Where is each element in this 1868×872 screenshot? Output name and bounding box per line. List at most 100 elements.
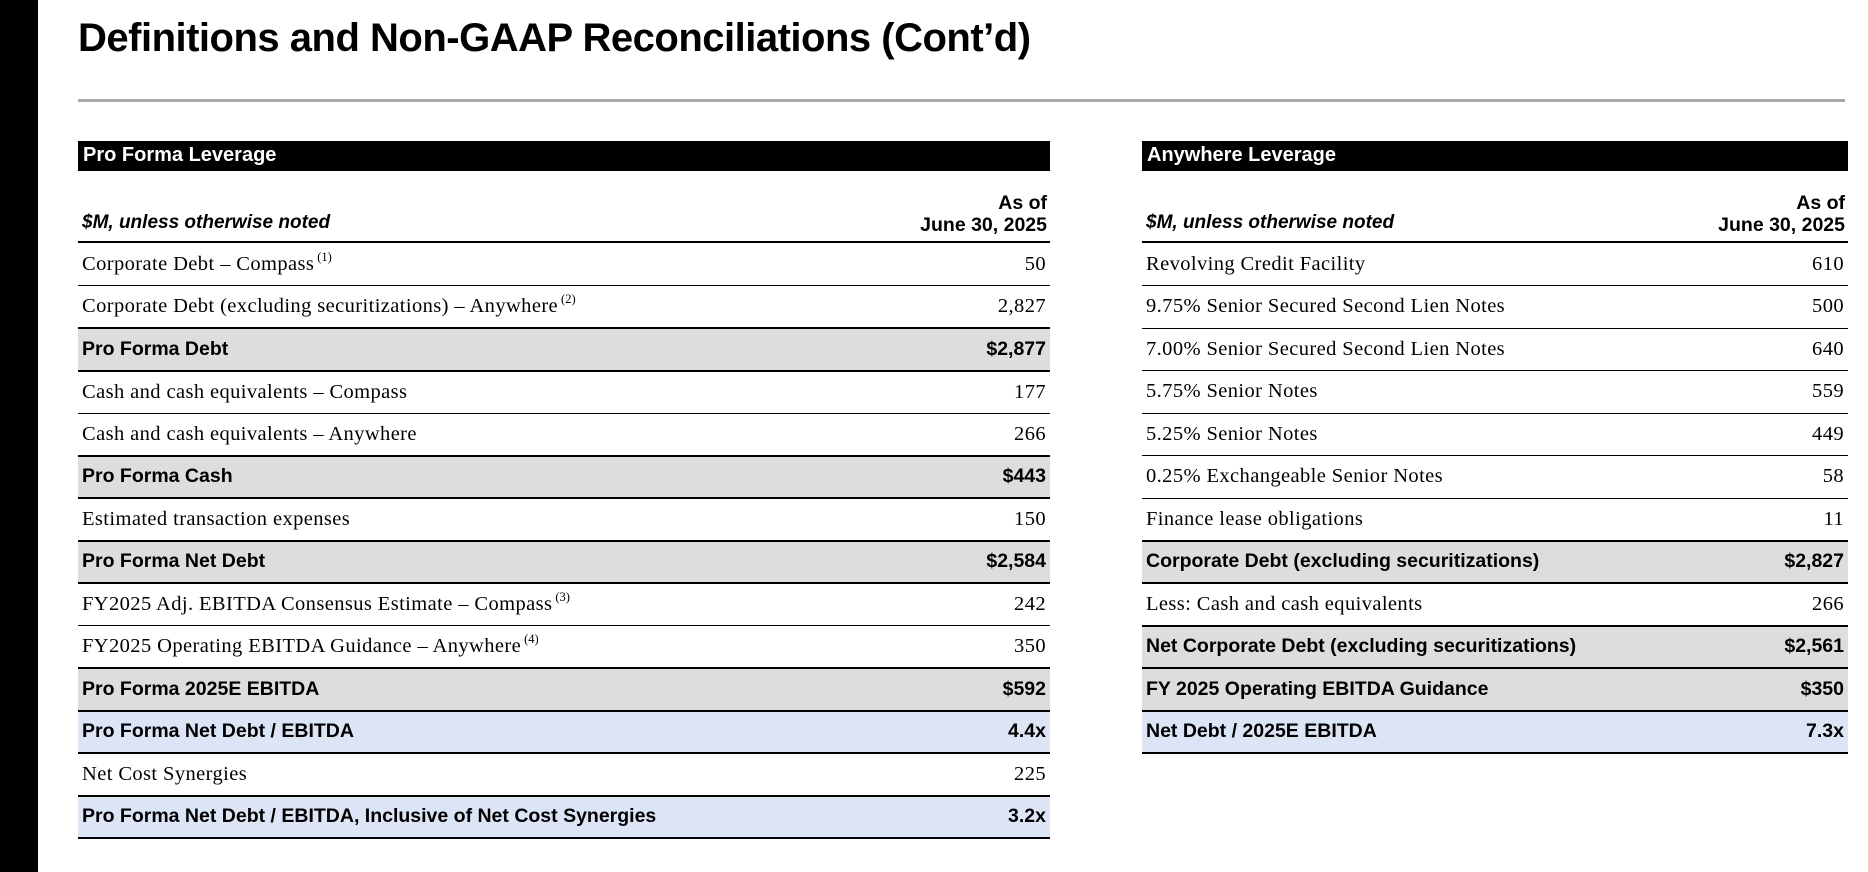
row-value: 7.3x [1806, 720, 1844, 743]
row-label: Pro Forma Net Debt [82, 550, 266, 573]
table-row-subtotal: Pro Forma Debt $2,877 [78, 328, 1050, 371]
row-value: $2,561 [1784, 635, 1844, 658]
row-value: 177 [1014, 380, 1046, 403]
row-value: 50 [1024, 252, 1046, 275]
row-value: 58 [1822, 465, 1844, 488]
as-of-date-header: As of June 30, 2025 [920, 192, 1047, 236]
unit-note: $M, unless otherwise noted [82, 212, 331, 233]
table-row: Corporate Debt – Compass (1) 50 [78, 243, 1050, 286]
table-row: Finance lease obligations 11 [1142, 498, 1848, 541]
row-label: Pro Forma 2025E EBITDA [82, 677, 320, 700]
footnote-ref: (4) [524, 632, 539, 646]
column-header: $M, unless otherwise noted As of June 30… [78, 171, 1050, 243]
row-label: Finance lease obligations [1146, 507, 1364, 530]
row-value: $350 [1800, 677, 1844, 700]
table-row: FY2025 Operating EBITDA Guidance – Anywh… [78, 625, 1050, 668]
anywhere-leverage-table: Anywhere Leverage $M, unless otherwise n… [1142, 141, 1848, 754]
table-row-subtotal: Net Corporate Debt (excluding securitiza… [1142, 625, 1848, 668]
row-label: FY2025 Adj. EBITDA Consensus Estimate – … [82, 590, 570, 615]
as-of-line2: June 30, 2025 [1718, 214, 1845, 236]
row-value: 2,827 [997, 295, 1046, 317]
row-label: FY2025 Operating EBITDA Guidance – Anywh… [82, 632, 539, 657]
row-label: 9.75% Senior Secured Second Lien Notes [1146, 295, 1506, 318]
table-row: 0.25% Exchangeable Senior Notes 58 [1142, 455, 1848, 498]
row-label: Net Cost Synergies [82, 762, 248, 785]
anywhere-leverage-rows: Revolving Credit Facility 610 9.75% Seni… [1142, 243, 1848, 754]
pro-forma-leverage-rows: Corporate Debt – Compass (1) 50 Corporate… [78, 243, 1050, 839]
row-label: Pro Forma Net Debt / EBITDA, Inclusive o… [82, 805, 657, 828]
row-value: 150 [1014, 507, 1046, 530]
row-label: Pro Forma Cash [82, 465, 233, 488]
table-row-ratio: Pro Forma Net Debt / EBITDA, Inclusive o… [78, 795, 1050, 838]
page-title: Definitions and Non-GAAP Reconciliations… [78, 16, 1031, 60]
row-value: 449 [1812, 422, 1844, 445]
row-label: 5.25% Senior Notes [1146, 422, 1318, 445]
table-row: Revolving Credit Facility 610 [1142, 243, 1848, 286]
row-value: 640 [1812, 337, 1844, 360]
footnote-ref: (3) [555, 590, 570, 604]
as-of-line1: As of [1796, 192, 1845, 214]
row-label: 5.75% Senior Notes [1146, 380, 1318, 403]
table-row: FY2025 Adj. EBITDA Consensus Estimate – … [78, 583, 1050, 626]
table-row-ratio: Net Debt / 2025E EBITDA 7.3x [1142, 710, 1848, 753]
table-row-subtotal: FY 2025 Operating EBITDA Guidance $350 [1142, 668, 1848, 711]
table-row: Corporate Debt (excluding securitization… [78, 285, 1050, 328]
as-of-line2: June 30, 2025 [920, 214, 1047, 236]
row-label: Revolving Credit Facility [1146, 252, 1366, 275]
row-value: $443 [1002, 465, 1046, 488]
row-value: 610 [1812, 252, 1844, 275]
table-row: Less: Cash and cash equivalents 266 [1142, 583, 1848, 626]
row-value: $592 [1002, 677, 1046, 700]
table-row-subtotal: Pro Forma Cash $443 [78, 455, 1050, 498]
row-label: Corporate Debt – Compass (1) [82, 249, 332, 275]
table-row: Net Cost Synergies 225 [78, 753, 1050, 796]
row-value: 559 [1812, 380, 1844, 403]
row-label: Pro Forma Debt [82, 337, 229, 360]
row-label: Net Corporate Debt (excluding securitiza… [1146, 635, 1577, 658]
table-row-subtotal: Pro Forma 2025E EBITDA $592 [78, 668, 1050, 711]
title-divider [78, 99, 1845, 102]
row-label: Cash and cash equivalents – Compass [82, 380, 408, 403]
column-header: $M, unless otherwise noted As of June 30… [1142, 171, 1848, 243]
footnote-ref: (2) [561, 292, 576, 306]
table-row: 5.75% Senior Notes 559 [1142, 370, 1848, 413]
table-title-bar: Pro Forma Leverage [78, 141, 1050, 171]
row-label: Cash and cash equivalents – Anywhere [82, 422, 417, 445]
row-label: 0.25% Exchangeable Senior Notes [1146, 465, 1444, 488]
slide-left-edge-bar [0, 0, 38, 872]
row-value: $2,584 [986, 550, 1046, 573]
as-of-date-header: As of June 30, 2025 [1718, 192, 1845, 236]
row-value: $2,877 [986, 337, 1046, 360]
table-row-subtotal: Pro Forma Net Debt $2,584 [78, 540, 1050, 583]
table-row: Estimated transaction expenses 150 [78, 498, 1050, 541]
as-of-line1: As of [998, 192, 1047, 214]
footnote-ref: (1) [317, 249, 332, 264]
row-value: 225 [1014, 762, 1046, 785]
row-label: Pro Forma Net Debt / EBITDA [82, 720, 354, 743]
table-row: 9.75% Senior Secured Second Lien Notes 5… [1142, 285, 1848, 328]
row-label: FY 2025 Operating EBITDA Guidance [1146, 677, 1489, 700]
row-value: 242 [1014, 593, 1046, 615]
table-row: 7.00% Senior Secured Second Lien Notes 6… [1142, 328, 1848, 371]
row-label: Less: Cash and cash equivalents [1146, 592, 1423, 615]
row-label: Corporate Debt (excluding securitization… [1146, 550, 1540, 573]
row-value: 3.2x [1008, 805, 1046, 828]
table-title-bar: Anywhere Leverage [1142, 141, 1848, 171]
table-row: Cash and cash equivalents – Compass 177 [78, 370, 1050, 413]
pro-forma-leverage-table: Pro Forma Leverage $M, unless otherwise … [78, 141, 1050, 839]
row-value: 500 [1812, 295, 1844, 318]
row-value: 266 [1014, 422, 1046, 445]
row-value: 11 [1823, 507, 1844, 530]
unit-note: $M, unless otherwise noted [1146, 212, 1395, 233]
table-row-ratio: Pro Forma Net Debt / EBITDA 4.4x [78, 710, 1050, 753]
row-value: $2,827 [1784, 550, 1844, 573]
row-value: 4.4x [1008, 720, 1046, 743]
row-label: Estimated transaction expenses [82, 507, 351, 530]
row-label: Corporate Debt (excluding securitization… [82, 292, 576, 317]
table-row: 5.25% Senior Notes 449 [1142, 413, 1848, 456]
row-value: 350 [1014, 635, 1046, 657]
table-row: Cash and cash equivalents – Anywhere 266 [78, 413, 1050, 456]
table-row-subtotal: Corporate Debt (excluding securitization… [1142, 540, 1848, 583]
row-label: 7.00% Senior Secured Second Lien Notes [1146, 337, 1506, 360]
row-label: Net Debt / 2025E EBITDA [1146, 720, 1377, 743]
